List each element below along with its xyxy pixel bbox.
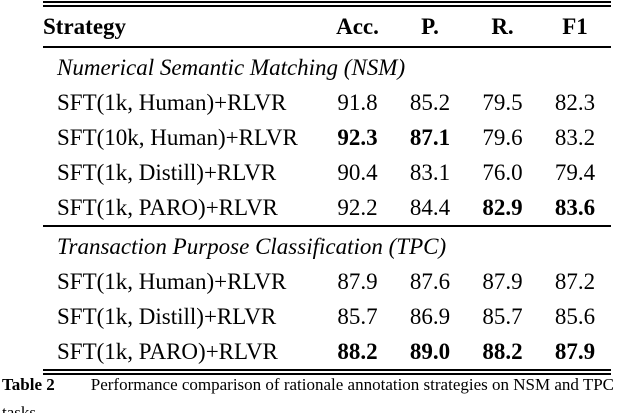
value-cell-acc: 85.7	[337, 303, 378, 329]
value-cell-f1: 79.4	[554, 159, 596, 185]
column-header-acc: Acc.	[321, 7, 394, 48]
table-header-row: Strategy Acc. P. R. F1	[43, 7, 611, 48]
value-cell-f1: 83.6	[554, 194, 596, 220]
table-row: SFT(1k, PARO)+RLVR 88.2 89.0 88.2 87.9	[43, 334, 611, 369]
column-header-strategy: Strategy	[43, 7, 321, 48]
value-cell-acc: 87.9	[337, 268, 378, 294]
value-cell-recall: 88.2	[482, 338, 523, 364]
value-cell-precision: 83.1	[409, 159, 451, 185]
table-top-rule	[43, 1, 611, 7]
strategy-cell: SFT(10k, Human)+RLVR	[57, 124, 298, 150]
value-cell-f1: 83.2	[554, 124, 596, 150]
value-cell-f1: 87.9	[554, 338, 596, 364]
strategy-cell: SFT(1k, Human)+RLVR	[57, 268, 287, 294]
value-cell-recall: 79.6	[482, 124, 523, 150]
strategy-cell: SFT(1k, Distill)+RLVR	[57, 303, 277, 329]
column-header-precision: P.	[394, 7, 466, 48]
value-cell-acc: 92.3	[337, 124, 378, 150]
value-cell-acc: 92.2	[337, 194, 378, 220]
value-cell-recall: 82.9	[482, 194, 523, 220]
section-title-tpc: Transaction Purpose Classification (TPC)	[43, 225, 611, 264]
section-row-tpc: Transaction Purpose Classification (TPC)	[43, 225, 611, 264]
caption-label: Table 2	[2, 375, 55, 394]
column-header-recall: R.	[466, 7, 539, 48]
table-row: SFT(1k, PARO)+RLVR 92.2 84.4 82.9 83.6	[43, 190, 611, 226]
table-bottom-rule	[43, 369, 611, 375]
column-header-f1: F1	[539, 7, 611, 48]
table-row: SFT(10k, Human)+RLVR 92.3 87.1 79.6 83.2	[43, 120, 611, 155]
section-row-nsm: Numerical Semantic Matching (NSM)	[43, 47, 611, 85]
value-cell-recall: 87.9	[482, 268, 523, 294]
strategy-cell: SFT(1k, PARO)+RLVR	[57, 338, 278, 364]
value-cell-acc: 91.8	[337, 89, 378, 115]
caption-text: Performance comparison of rationale anno…	[2, 375, 615, 413]
value-cell-recall: 79.5	[482, 89, 523, 115]
table-row: SFT(1k, Distill)+RLVR 85.7 86.9 85.7 85.…	[43, 299, 611, 334]
table-row: SFT(1k, Human)+RLVR 91.8 85.2 79.5 82.3	[43, 85, 611, 120]
value-cell-f1: 85.6	[554, 303, 596, 329]
value-cell-recall: 76.0	[482, 159, 523, 185]
strategy-cell: SFT(1k, PARO)+RLVR	[57, 194, 278, 220]
value-cell-precision: 89.0	[409, 338, 451, 364]
table-row: SFT(1k, Human)+RLVR 87.9 87.6 87.9 87.2	[43, 264, 611, 299]
table-container: Strategy Acc. P. R. F1 Numerical Semanti…	[43, 1, 611, 375]
value-cell-f1: 87.2	[554, 268, 596, 294]
value-cell-acc: 88.2	[337, 338, 378, 364]
value-cell-precision: 87.1	[409, 124, 451, 150]
value-cell-precision: 87.6	[409, 268, 451, 294]
strategy-cell: SFT(1k, Human)+RLVR	[57, 89, 287, 115]
table-row: SFT(1k, Distill)+RLVR 90.4 83.1 76.0 79.…	[43, 155, 611, 190]
results-table: Strategy Acc. P. R. F1 Numerical Semanti…	[43, 7, 611, 369]
value-cell-precision: 86.9	[409, 303, 451, 329]
section-title-nsm: Numerical Semantic Matching (NSM)	[57, 54, 406, 80]
table-caption: Table 2 Performance comparison of rationa…	[2, 371, 640, 413]
value-cell-acc: 90.4	[337, 159, 378, 185]
value-cell-precision: 84.4	[409, 194, 451, 220]
value-cell-f1: 82.3	[554, 89, 596, 115]
value-cell-precision: 85.2	[409, 89, 451, 115]
value-cell-recall: 85.7	[482, 303, 523, 329]
strategy-cell: SFT(1k, Distill)+RLVR	[57, 159, 277, 185]
